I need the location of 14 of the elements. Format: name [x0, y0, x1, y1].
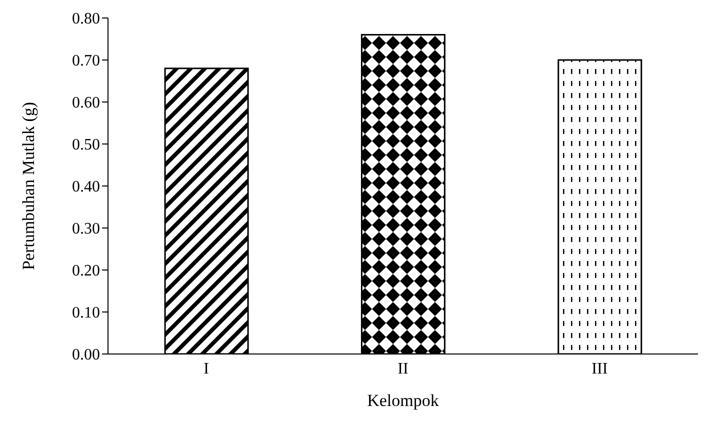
y-axis-title: Pertumbuhan Mutlak (g): [19, 102, 38, 270]
x-tick-label: I: [204, 360, 209, 378]
y-tick-label: 0.10: [72, 304, 100, 322]
x-axis-title: Kelompok: [367, 391, 440, 410]
x-tick-label: III: [592, 360, 608, 378]
x-tick-label: II: [398, 360, 408, 378]
y-tick-label: 0.70: [72, 52, 100, 70]
y-tick-label: 0.30: [72, 220, 100, 238]
y-tick-label: 0.40: [72, 178, 100, 196]
y-tick-label: 0.00: [72, 346, 100, 364]
y-tick-label: 0.20: [72, 262, 100, 280]
y-tick-label: 0.50: [72, 136, 100, 154]
y-tick-label: 0.80: [72, 10, 100, 28]
y-tick-label: 0.60: [72, 94, 100, 112]
